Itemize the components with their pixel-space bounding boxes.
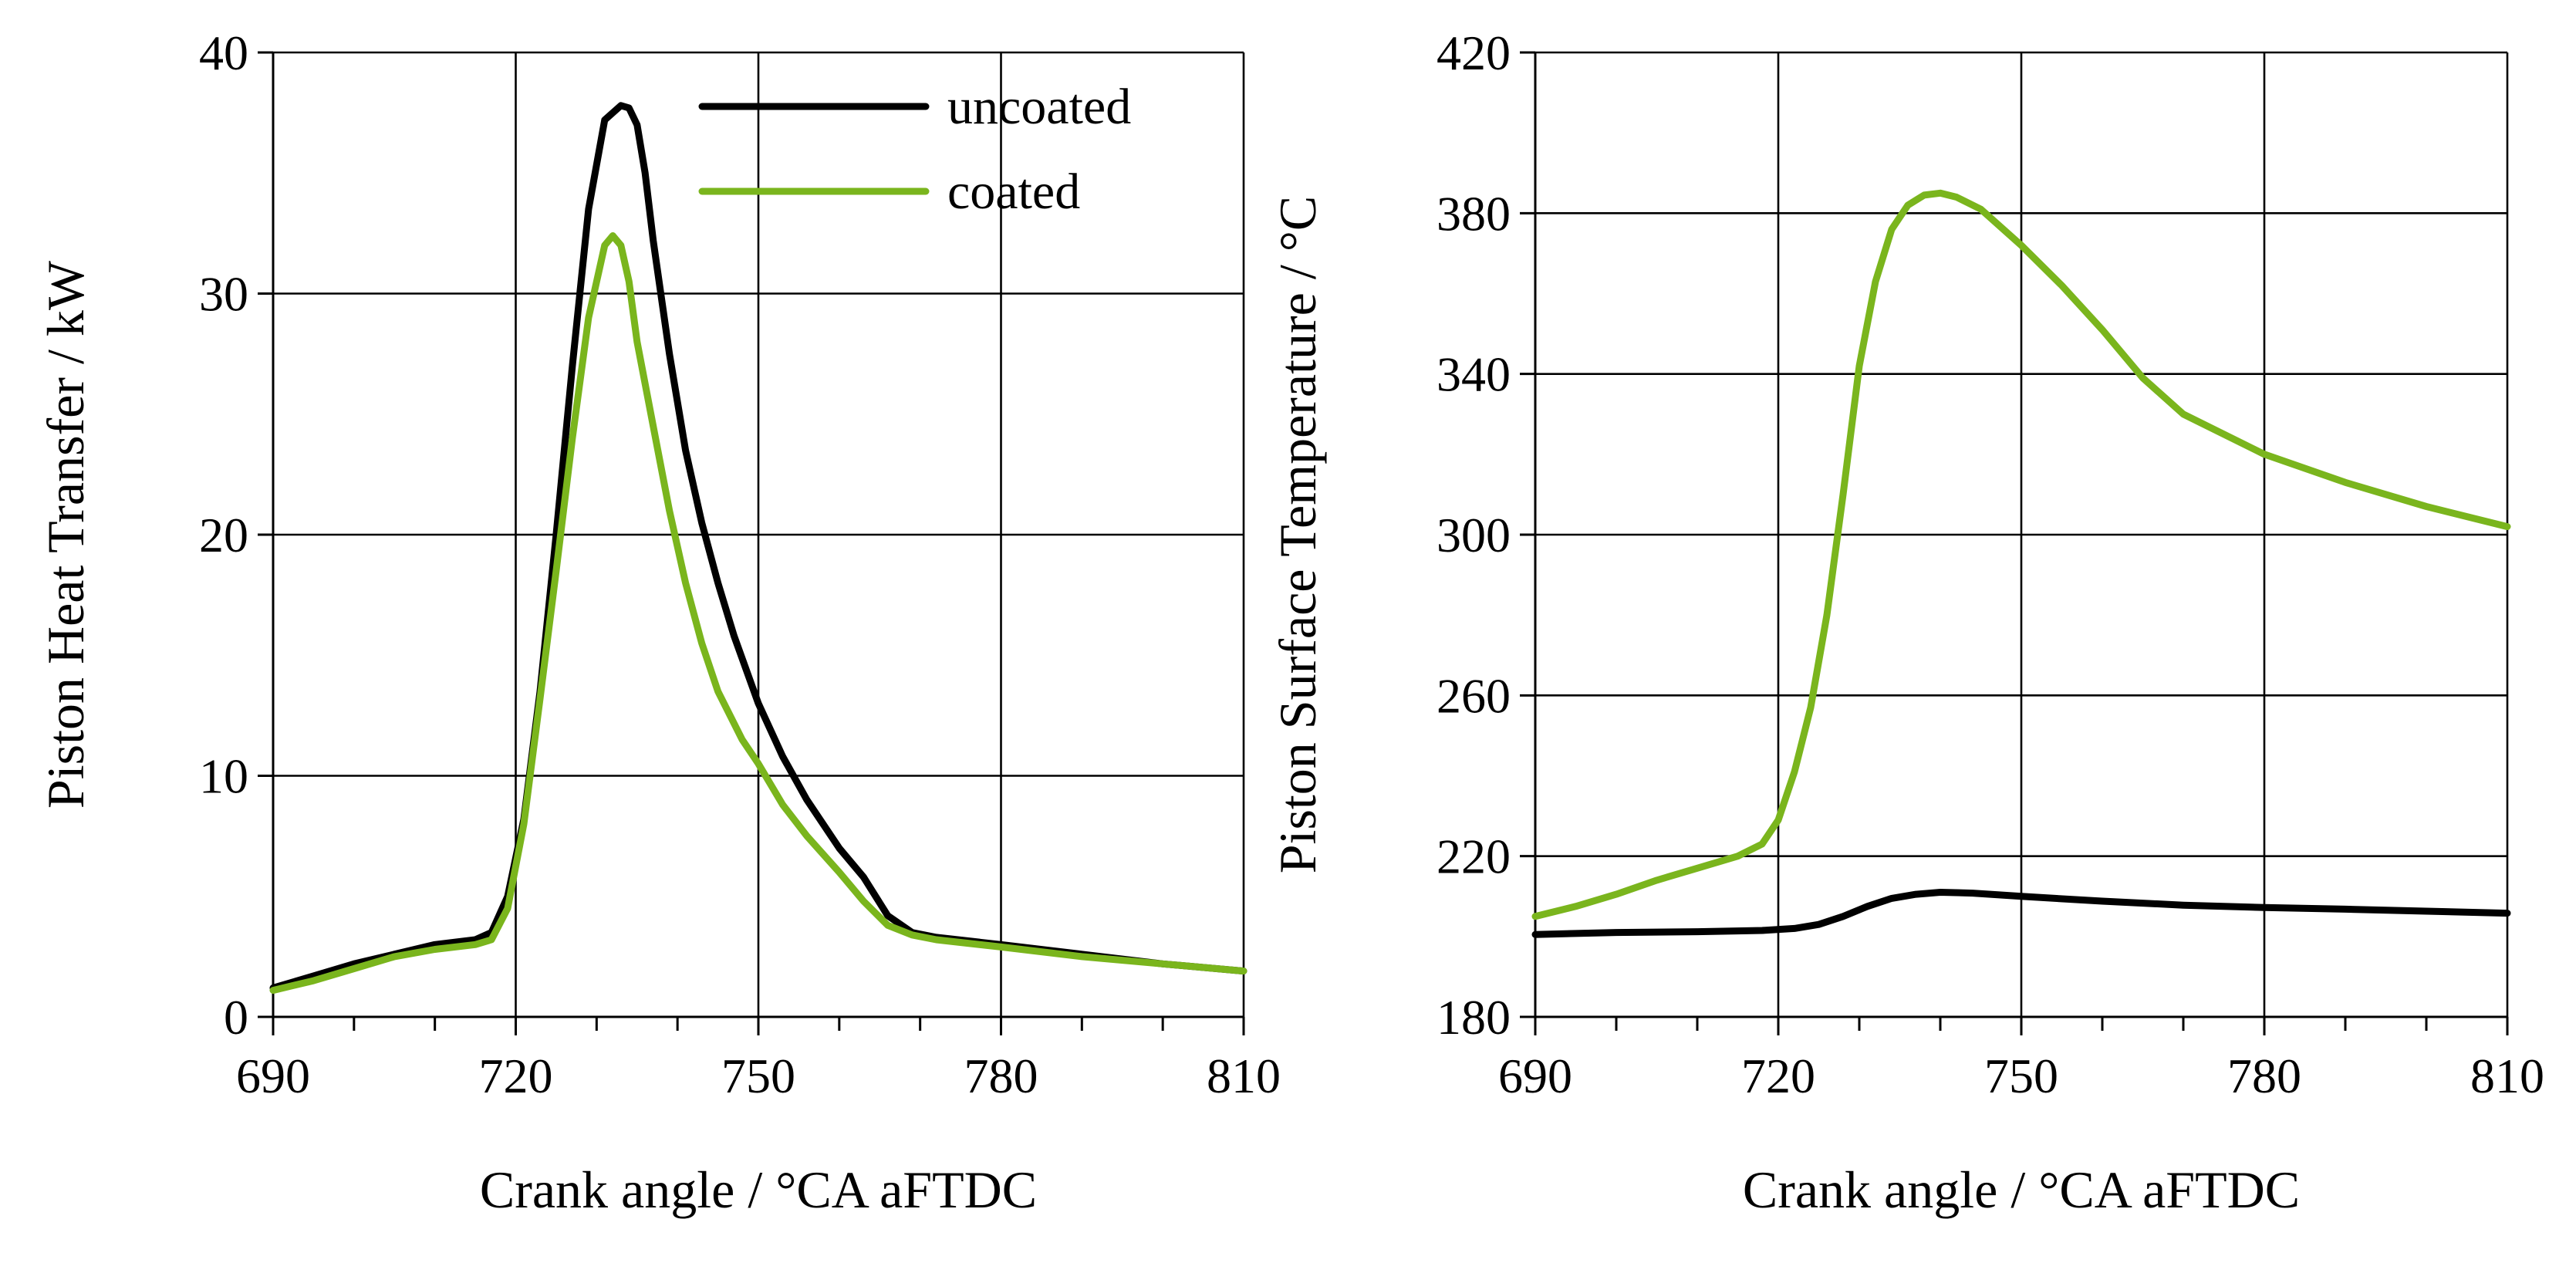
y-tick-label: 260	[1437, 668, 1511, 723]
y-tick-label: 180	[1437, 990, 1511, 1045]
y-tick-label: 340	[1437, 347, 1511, 402]
x-tick-label: 810	[1207, 1049, 1281, 1103]
x-tick-label: 690	[236, 1049, 310, 1103]
surface-temperature-chart: 690 720 750 780 810 180 220 260 300 340 380 420 Cran…	[1268, 25, 2544, 1219]
y-tick-label: 20	[199, 508, 248, 562]
x-tick-label: 690	[1498, 1049, 1572, 1103]
x-tick-label: 750	[1984, 1049, 2058, 1103]
x-tick-label: 780	[2227, 1049, 2301, 1103]
x-tick-label: 780	[964, 1049, 1038, 1103]
series-line-uncoated	[269, 102, 1247, 991]
x-tick-label: 810	[2470, 1049, 2544, 1103]
heat-transfer-chart: 690 720 750 780 810 0 10 20 30 40 Crank angle / °C…	[36, 25, 1281, 1219]
y-tick-label: 40	[199, 25, 248, 80]
y-tick-label: 380	[1437, 186, 1511, 241]
series-line-coated	[1531, 189, 2511, 920]
y-axis-title: Piston Heat Transfer / kW	[36, 260, 95, 809]
series-line-uncoated	[1531, 889, 2511, 938]
x-tick-label: 750	[721, 1049, 795, 1103]
y-tick-label: 220	[1437, 829, 1511, 884]
y-tick-label: 300	[1437, 508, 1511, 562]
legend-label-uncoated: uncoated	[947, 79, 1131, 135]
legend-label-coated: coated	[947, 164, 1080, 220]
y-axis-title: Piston Surface Temperature / °C	[1268, 196, 1327, 874]
series-line-coated	[269, 232, 1247, 995]
y-tick-label: 10	[199, 749, 248, 804]
x-axis-title: Crank angle / °CA aFTDC	[480, 1160, 1037, 1219]
x-tick-label: 720	[479, 1049, 553, 1103]
y-tick-label: 30	[199, 267, 248, 322]
x-tick-label: 720	[1741, 1049, 1815, 1103]
y-tick-label: 0	[224, 990, 248, 1045]
y-tick-label: 420	[1437, 25, 1511, 80]
x-axis-title: Crank angle / °CA aFTDC	[1743, 1160, 2300, 1219]
